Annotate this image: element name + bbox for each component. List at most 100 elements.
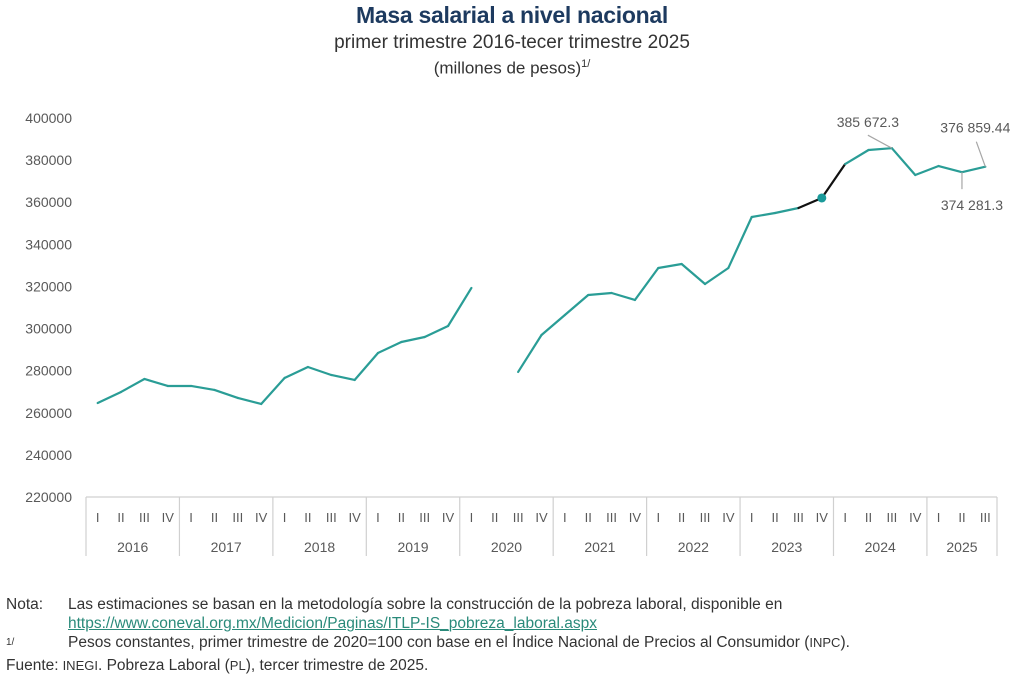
footnote-marker: 1/ [6,637,15,648]
footnote-text: Pesos constantes, primer trimestre de 20… [68,633,1021,656]
nota-body: Las estimaciones se basan en la metodolo… [68,596,783,613]
y-tick-label: 300000 [25,321,72,337]
line-segment [540,313,566,337]
line-segment [400,335,426,344]
line-segment [960,165,987,174]
footnote-abbr: INPC [809,635,841,650]
y-tick-label: 360000 [25,194,72,210]
quarter-tick-label: I [750,510,754,525]
nota-link[interactable]: https://www.coneval.org.mx/Medicion/Pagi… [68,615,597,632]
y-axis: 220000 240000 260000 280000 300000 320000 3400… [25,110,72,505]
line-segment [563,293,590,317]
line-segment [633,266,660,302]
line-chart: 220000 240000 260000 280000 300000 320000 3400… [25,110,1011,556]
line-segment [306,365,333,377]
units-footnote-marker: 1/ [581,58,591,70]
nota-label: Nota: [6,596,44,613]
quarter-tick-label: III [606,510,617,525]
quarter-tick-label: II [491,510,498,525]
quarter-tick-label: II [398,510,405,525]
line-segment [890,147,917,177]
footnote-body: Pesos constantes, primer trimestre de 20… [68,634,810,651]
quarter-tick-label: III [700,510,711,525]
year-tick-label: 2025 [946,539,977,555]
line-segment [727,215,753,270]
y-tick-label: 320000 [25,278,72,294]
line-segment [260,376,286,406]
fuente-label: Fuente: [6,657,59,675]
line-segment [844,148,870,166]
quarter-tick-label: I [656,510,660,525]
quarter-tick-label: II [211,510,218,525]
line-segment [703,266,730,286]
quarter-tick-label: II [585,510,592,525]
line-segment [587,291,613,297]
y-tick-label: 240000 [25,447,72,463]
annotations: 385 672.3 374 281.3 376 859.44 [837,114,1011,213]
quarter-tick-label: I [470,510,474,525]
quarter-tick-label: I [283,510,287,525]
highlight-marker [817,193,827,203]
chart-units: (millones de pesos)1/ [0,58,1024,79]
quarter-tick-label: III [139,510,150,525]
quarter-tick-label: III [419,510,430,525]
year-tick-label: 2022 [678,539,709,555]
year-tick-label: 2017 [211,539,242,555]
line-segment [914,164,940,177]
y-tick-label: 260000 [25,405,72,421]
line-segment [517,333,543,374]
y-tick-label: 220000 [25,489,72,505]
nota-text: Las estimaciones se basan en la metodolo… [68,595,1021,633]
line-segment [213,388,239,400]
quarter-tick-label: I [937,510,941,525]
line-segment [119,377,146,394]
quarter-tick-label: I [189,510,193,525]
quarter-tick-label: IV [348,510,361,525]
data-label: 376 859.44 [940,120,1010,136]
year-tick-label: 2018 [304,539,335,555]
line-segment [353,351,380,382]
quarter-tick-label: I [843,510,847,525]
quarter-tick-label: II [865,510,872,525]
quarter-tick-label: IV [255,510,268,525]
quarter-tick-label: IV [162,510,175,525]
year-tick-label: 2016 [117,539,148,555]
footnote-row: 1/ Pesos constantes, primer trimestre de… [6,633,1021,656]
quarter-tick-label: IV [629,510,642,525]
data-label: 374 281.3 [941,197,1003,213]
quarter-tick-label: II [771,510,778,525]
line-segment [423,324,450,339]
y-tick-label: 280000 [25,363,72,379]
quarter-tick-label: III [513,510,524,525]
line-segment [283,365,310,380]
y-tick-label: 400000 [25,110,72,126]
line-segment [867,147,893,152]
data-label: 385 672.3 [837,114,899,130]
line-segment [190,384,216,392]
notes-section: Nota: Las estimaciones se basan en la me… [6,595,1021,675]
quarter-tick-label: III [980,510,991,525]
line-segment [773,206,800,215]
quarter-tick-label: II [958,510,965,525]
line-segment [657,262,683,270]
quarter-tick-label: II [304,510,311,525]
quarter-tick-label: IV [722,510,735,525]
year-tick-label: 2019 [397,539,428,555]
line-segment [750,211,777,219]
footnote-end: ). [840,634,850,651]
line-segment [680,262,707,286]
line-segment [820,162,847,200]
year-tick-label: 2023 [771,539,802,555]
chart-title: Masa salarial a nivel nacional [356,2,668,28]
year-tick-label: 2020 [491,539,522,555]
quarter-tick-label: III [232,510,243,525]
line-segment [937,164,964,174]
fuente-org: INEGI [62,658,98,674]
chart-subtitle: primer trimestre 2016-tecer trimestre 20… [334,32,690,53]
quarter-tick-label: III [886,510,897,525]
fuente-abbr: PL [229,658,246,674]
y-tick-label: 340000 [25,236,72,252]
line-segment [610,291,637,302]
fuente-end: ), tercer trimestre de 2025. [245,657,429,675]
line-segment [330,373,356,382]
